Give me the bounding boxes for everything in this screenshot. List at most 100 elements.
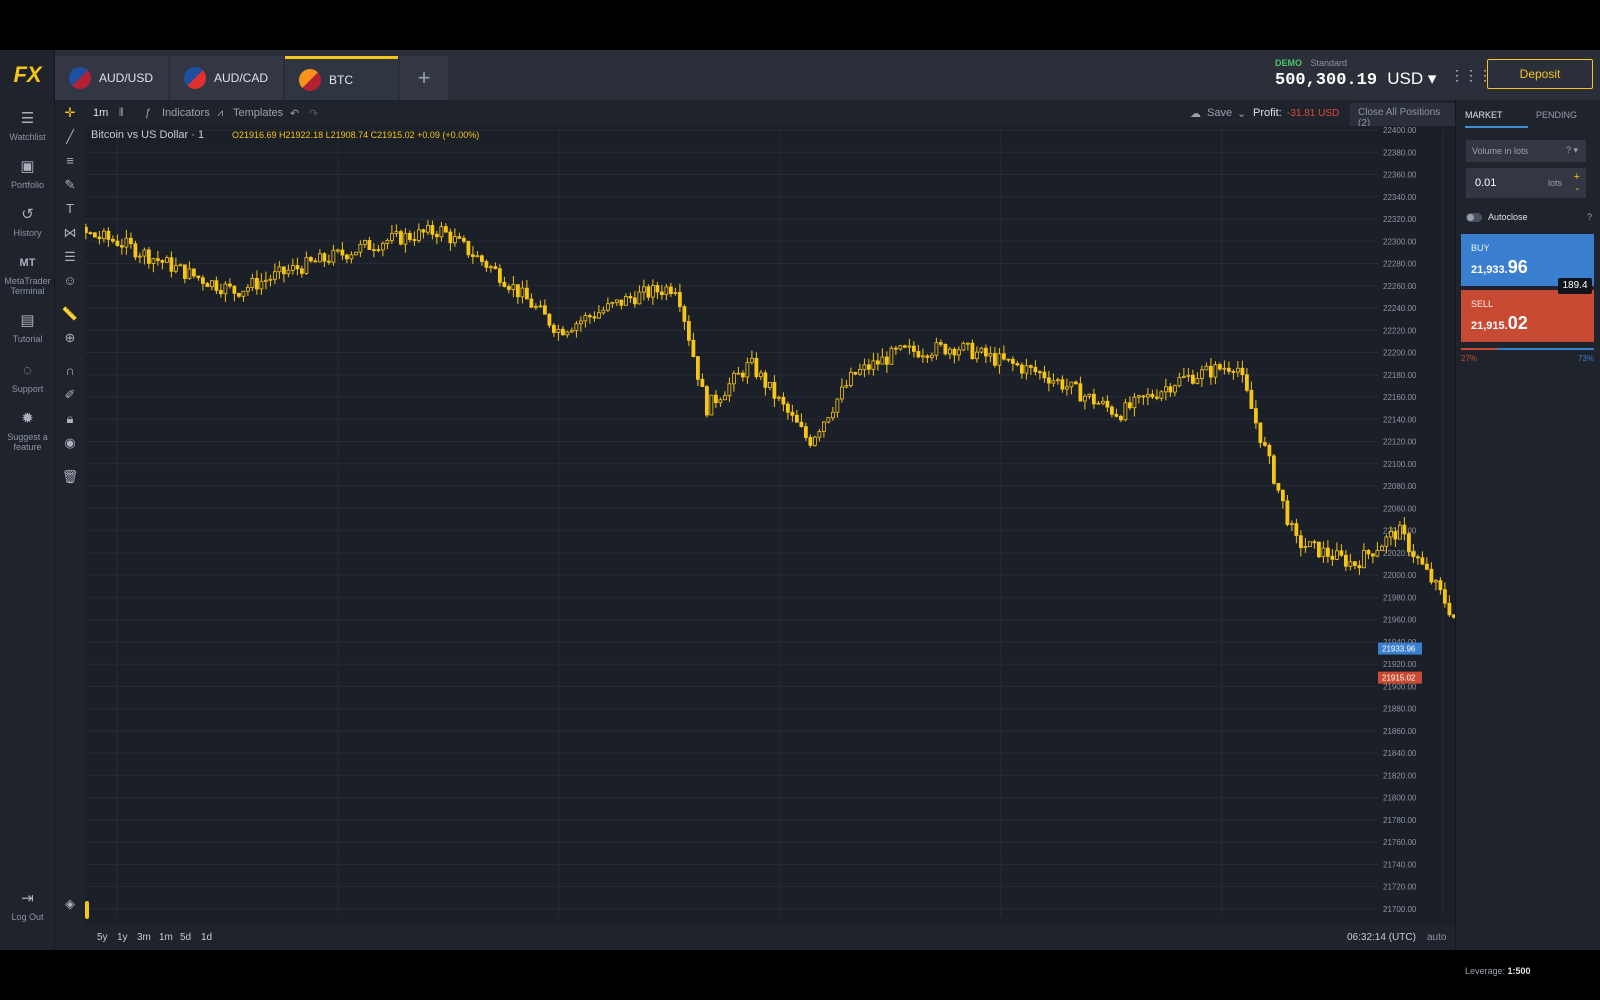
text-icon[interactable]: T: [66, 201, 74, 216]
sell-button[interactable]: SELL 21,915.02: [1461, 290, 1594, 342]
candle-body: [1370, 553, 1375, 557]
lots-unit: lots: [1547, 178, 1562, 188]
y-tick-label: 21980.00: [1383, 593, 1417, 602]
brand-logo[interactable]: FX: [13, 62, 42, 87]
lock-icon[interactable]: 🔒︎: [66, 411, 74, 426]
add-tab-button[interactable]: +: [400, 56, 448, 100]
horizontal-lines-icon[interactable]: ≡: [66, 153, 74, 168]
buy-label: BUY: [1471, 243, 1490, 253]
candle-body: [1280, 489, 1285, 502]
toggle-switch[interactable]: [1466, 212, 1482, 222]
candle-body: [1163, 386, 1168, 393]
tab-aud-cad[interactable]: AUD/CAD: [170, 56, 283, 100]
candle-body: [1154, 396, 1159, 399]
range-3m[interactable]: 3m: [137, 932, 151, 943]
profit-label: Profit:: [1253, 107, 1282, 119]
sidebar-item-watchlist[interactable]: ☰ Watchlist: [0, 110, 55, 142]
sidebar-item-label: Suggest a feature: [7, 432, 48, 452]
indicators-button[interactable]: Indicators: [162, 107, 210, 119]
chart-canvas[interactable]: 22400.00 22380.00 22360.00 22340.00 22320.00…: [85, 126, 1455, 926]
deposit-button[interactable]: Deposit: [1487, 59, 1593, 89]
candles-icon[interactable]: ⫴: [119, 107, 124, 119]
pencil-lock-icon[interactable]: ✐: [64, 387, 76, 402]
candle-body: [1424, 563, 1429, 570]
candle-body: [479, 255, 484, 262]
account-balance: 500,300.19: [1275, 71, 1378, 90]
chat-icon: ◌: [23, 362, 32, 379]
pattern-icon[interactable]: ⋈: [63, 225, 77, 240]
candle-body: [650, 285, 655, 298]
profit-value: -31.81 USD: [1287, 108, 1340, 119]
zoom-in-icon[interactable]: ⊕: [64, 330, 76, 345]
candle-body: [1429, 568, 1434, 583]
candle-body: [1051, 380, 1056, 384]
candle-body: [1235, 367, 1240, 373]
sidebar-item-tutorial[interactable]: ▤ Tutorial: [0, 312, 55, 344]
candle-body: [160, 260, 165, 263]
trend-line-icon[interactable]: ╱: [66, 129, 74, 144]
crosshair-icon[interactable]: ✛: [64, 105, 76, 120]
buy-button[interactable]: BUY 21,933.96: [1461, 234, 1594, 286]
y-tick-label: 22400.00: [1383, 126, 1417, 135]
candle-body: [686, 321, 691, 341]
candle-body: [659, 291, 664, 296]
candle-body: [322, 253, 327, 262]
tab-aud-usd[interactable]: AUD/USD: [55, 56, 168, 100]
undo-icon[interactable]: ↶: [290, 108, 300, 120]
ruler-icon[interactable]: 📏: [61, 306, 79, 321]
sidebar-item-portfolio[interactable]: ▣ Portfolio: [0, 158, 55, 190]
candle-body: [857, 369, 862, 375]
trash-icon[interactable]: 🗑︎: [61, 469, 79, 484]
apps-grid-icon[interactable]: ⋮⋮⋮: [1450, 67, 1492, 83]
candle-body: [718, 399, 723, 404]
autoclose-toggle[interactable]: Autoclose: [1466, 212, 1528, 222]
auto-scale-toggle[interactable]: auto: [1427, 932, 1447, 943]
candle-body: [866, 364, 871, 370]
redo-icon[interactable]: ↷: [309, 108, 319, 120]
candle-body: [1150, 393, 1155, 398]
candle-body: [704, 386, 709, 416]
candle-body: [299, 268, 304, 274]
candle-body: [146, 249, 151, 264]
save-button[interactable]: Save: [1207, 107, 1233, 119]
volume-input[interactable]: 0.01 lots + -: [1466, 168, 1586, 198]
sidebar-item-metatrader[interactable]: MT MetaTrader Terminal: [0, 254, 55, 296]
sidebar-item-support[interactable]: ◌ Support: [0, 362, 55, 394]
sidebar-item-history[interactable]: ↺ History: [0, 206, 55, 238]
range-5y[interactable]: 5y: [97, 932, 108, 943]
range-1d[interactable]: 1d: [201, 932, 213, 943]
decrease-volume-button[interactable]: -: [1575, 183, 1579, 195]
candle-body: [646, 286, 651, 298]
layers-icon[interactable]: ◈: [65, 896, 75, 911]
price-chart[interactable]: 22400.00 22380.00 22360.00 22340.00 22320.00…: [85, 126, 1455, 926]
candle-body: [421, 229, 426, 233]
help-icon[interactable]: ?: [1586, 212, 1592, 222]
eye-icon[interactable]: ◉: [64, 435, 76, 450]
tab-btc[interactable]: BTC: [285, 56, 398, 100]
range-1m[interactable]: 1m: [159, 932, 173, 943]
emoji-icon[interactable]: ☺: [63, 273, 77, 288]
range-5d[interactable]: 5d: [180, 932, 192, 943]
fib-icon[interactable]: ☰: [64, 249, 76, 264]
candle-body: [898, 345, 903, 350]
save-dropdown-icon[interactable]: ⌄: [1237, 108, 1247, 120]
interval-select[interactable]: 1m: [93, 107, 109, 119]
tab-market[interactable]: MARKET: [1465, 110, 1528, 128]
candle-body: [1118, 415, 1123, 421]
candle-body: [691, 339, 696, 357]
candle-body: [1267, 444, 1272, 457]
brush-icon[interactable]: ✎: [64, 177, 76, 192]
tab-pending[interactable]: PENDING: [1536, 110, 1578, 120]
logout-button[interactable]: ⇥ Log Out: [0, 890, 55, 922]
volume-type-select[interactable]: Volume in lots ? ▾: [1466, 140, 1586, 162]
magnet-icon[interactable]: ∩: [65, 363, 75, 378]
range-1y[interactable]: 1y: [117, 932, 128, 943]
templates-button[interactable]: Templates: [233, 107, 284, 119]
candle-body: [1114, 413, 1119, 417]
increase-volume-button[interactable]: +: [1573, 171, 1580, 183]
y-tick-label: 22360.00: [1383, 171, 1417, 180]
account-summary[interactable]: DEMO Standard 500,300.19 USD ▾: [1275, 58, 1436, 90]
candle-body: [610, 302, 615, 305]
candle-body: [596, 312, 601, 319]
sidebar-item-suggest[interactable]: ✹ Suggest a feature: [0, 410, 55, 452]
